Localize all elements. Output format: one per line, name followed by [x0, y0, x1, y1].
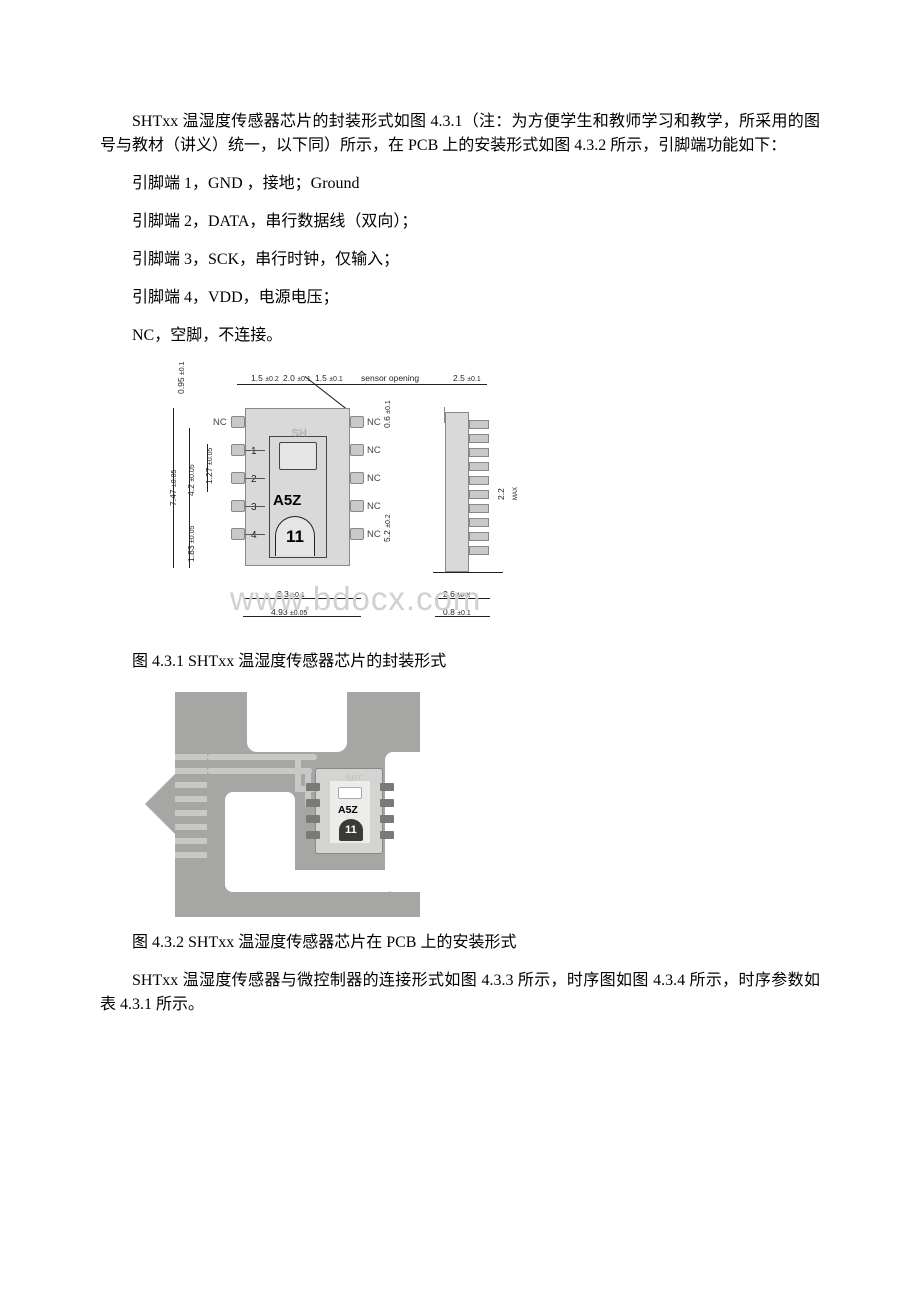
pcb-eleven-circle: 11: [339, 819, 363, 841]
ext-v2: [189, 428, 190, 568]
side-pin-2: [469, 434, 489, 443]
trace-5: [175, 810, 207, 816]
ext-v1: [173, 408, 174, 568]
side-pin-6: [469, 490, 489, 499]
pin-num-4: 4: [251, 528, 257, 543]
figure-432-drawing: SHT A5Z 11: [175, 692, 420, 917]
side-pin-5: [469, 476, 489, 485]
dim-4-2: 4.2 ±0.05: [185, 464, 199, 496]
figure-432-caption: 图 4.3.2 SHTxx 温湿度传感器芯片在 PCB 上的安装形式: [100, 931, 820, 955]
lead-l1: [306, 783, 320, 791]
pin-4-line: 引脚端 4，VDD，电源电压；: [100, 286, 820, 310]
nc-r4: NC: [367, 500, 381, 514]
pin-nc-r4: [350, 500, 364, 512]
side-pin-9: [469, 532, 489, 541]
pcb-sht-label: SHT: [346, 773, 362, 785]
sht-label: SH: [291, 425, 306, 442]
pin-3-line: 引脚端 3，SCK，串行时钟，仅输入；: [100, 248, 820, 272]
dim-1-83: 1.83 ±0.05: [185, 526, 199, 562]
pin-nc-r5: [350, 528, 364, 540]
watermark-text: www.bdocx.com: [230, 574, 481, 624]
figure-432-container: SHT A5Z 11: [175, 692, 820, 917]
pin-l1: [245, 450, 265, 451]
chip-top-view: NC NC NC NC NC NC 1 2 3 4 SH A5Z 11: [235, 408, 360, 598]
pin-nc-r2: [350, 444, 364, 456]
side-pin-10: [469, 546, 489, 555]
dim-0-6: 0.6 ±0.1: [381, 400, 395, 428]
dim-7-47: 7.47 ±0.05: [167, 470, 181, 506]
dim-0-95: 0.95 ±0.1: [175, 362, 189, 395]
dim-5-2: 5.2 ±0.2: [381, 514, 395, 542]
intro-paragraph: SHTxx 温湿度传感器芯片的封装形式如图 4.3.1（注：为方便学生和教师学习…: [100, 110, 820, 158]
side-body: [445, 412, 469, 572]
cutout-top: [247, 692, 347, 752]
figure-431-drawing: 1.5 ±0.2 2.0 ±0.1 1.5 ±0.1 sensor openin…: [175, 366, 515, 636]
pin-2: [231, 472, 245, 484]
side-pin-7: [469, 504, 489, 513]
pin-l4: [245, 534, 265, 535]
pin-3: [231, 500, 245, 512]
side-notch: [441, 407, 445, 423]
pin-num-2: 2: [251, 472, 257, 487]
nc-l1: NC: [213, 416, 227, 430]
pcb-outline: SHT A5Z 11: [175, 692, 420, 917]
ext-v3: [207, 444, 208, 492]
figure-431-container: 1.5 ±0.2 2.0 ±0.1 1.5 ±0.1 sensor openin…: [175, 366, 820, 636]
pin-1: [231, 444, 245, 456]
eleven-circle: 11: [275, 516, 315, 556]
pin-2-line: 引脚端 2，DATA，串行数据线（双向）；: [100, 210, 820, 234]
lead-r1: [380, 783, 394, 791]
lead-r2: [380, 799, 394, 807]
nc-r3: NC: [367, 472, 381, 486]
trace-3: [175, 782, 207, 788]
trace-8: [175, 852, 207, 858]
nc-r1: NC: [367, 416, 381, 430]
pin-l2: [245, 478, 265, 479]
pin-nc-line: NC，空脚，不连接。: [100, 324, 820, 348]
cutout-bot: [225, 870, 395, 892]
pin-1-line: 引脚端 1，GND ，接地；Ground: [100, 172, 820, 196]
side-pin-4: [469, 462, 489, 471]
lead-r3: [380, 815, 394, 823]
side-base-line: [433, 572, 503, 573]
trace-4: [175, 796, 207, 802]
pcb-arrow: [145, 774, 175, 834]
pin-nc-r1: [350, 416, 364, 428]
pin-nc-l1: [231, 416, 245, 428]
a5z-label: A5Z: [273, 490, 301, 513]
side-pin-3: [469, 448, 489, 457]
pcb-chip: SHT A5Z 11: [315, 768, 383, 854]
lead-l4: [306, 831, 320, 839]
lead-l2: [306, 799, 320, 807]
pcb-a5z-label: A5Z: [338, 803, 358, 819]
dim-1-27: 1.27 ±0.05: [203, 448, 217, 484]
lead-r4: [380, 831, 394, 839]
pcb-eleven-text: 11: [345, 822, 357, 839]
dim-sensor-opening: sensor opening: [361, 372, 419, 385]
sensor-opening-rect: [279, 442, 317, 470]
lead-l3: [306, 815, 320, 823]
side-pin-8: [469, 518, 489, 527]
dim-line-top: [237, 384, 487, 385]
nc-r5: NC: [367, 528, 381, 542]
side-pin-1: [469, 420, 489, 429]
pcb-sensor-opening: [338, 787, 362, 799]
trace-1: [175, 754, 207, 760]
nc-r2: NC: [367, 444, 381, 458]
pin-4: [231, 528, 245, 540]
pin-l3: [245, 506, 265, 507]
outro-paragraph: SHTxx 温湿度传感器与微控制器的连接形式如图 4.3.3 所示，时序图如图 …: [100, 969, 820, 1017]
pin-num-1: 1: [251, 444, 257, 459]
pin-num-3: 3: [251, 500, 257, 515]
trace-6: [175, 824, 207, 830]
figure-431-caption: 图 4.3.1 SHTxx 温湿度传感器芯片的封装形式: [100, 650, 820, 674]
trace-2: [175, 768, 207, 774]
eleven-text: 11: [286, 524, 304, 550]
pin-nc-r3: [350, 472, 364, 484]
trace-7: [175, 838, 207, 844]
